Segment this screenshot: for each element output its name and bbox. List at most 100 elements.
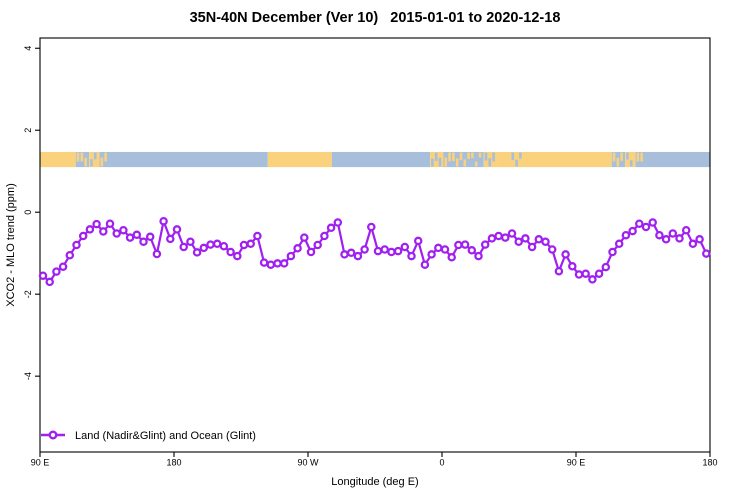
band-mottle [104, 152, 107, 162]
data-point [279, 259, 289, 268]
data-point [159, 216, 168, 226]
data-point [38, 271, 48, 280]
data-point [621, 230, 631, 240]
band-mottle [448, 152, 451, 162]
data-point [635, 219, 644, 228]
series-land-ocean [38, 216, 711, 287]
data-point [494, 231, 503, 241]
x-tick-label: 90 E [31, 458, 50, 468]
band-mottle [629, 160, 633, 167]
data-point [501, 233, 510, 242]
data-point [300, 233, 309, 242]
data-point [702, 249, 711, 258]
data-point [447, 253, 456, 262]
data-point [179, 242, 188, 252]
data-point [554, 266, 564, 276]
data-point [360, 245, 369, 254]
band-mottle [434, 152, 438, 161]
data-point [192, 248, 202, 257]
data-point [145, 232, 155, 242]
band-segment-land [267, 151, 332, 168]
data-point [166, 234, 175, 244]
y-tick-label: -4 [23, 372, 33, 380]
band-mottle [84, 157, 87, 167]
band-segment-ocean [331, 151, 431, 168]
legend-marker [48, 430, 58, 440]
data-point [514, 237, 523, 246]
data-point [695, 235, 704, 244]
band-mottle [515, 159, 518, 167]
data-point [427, 250, 436, 259]
band-mottle [80, 152, 84, 162]
band-mottle [492, 152, 495, 162]
data-point [320, 231, 329, 241]
data-point [259, 258, 269, 267]
band-segment-ocean [645, 151, 710, 168]
y-tick-label: -2 [23, 290, 33, 298]
plot-border [39, 37, 711, 453]
data-point [206, 240, 215, 249]
band-mottle [471, 152, 474, 159]
data-point [333, 218, 343, 227]
data-point [407, 251, 416, 261]
band-mottle [459, 152, 463, 161]
band-segment-mix_land [625, 151, 636, 168]
band-mottle [478, 152, 482, 158]
data-point [92, 219, 101, 229]
data-point [521, 234, 530, 243]
band-mottle [484, 152, 488, 161]
data-point [434, 243, 443, 253]
data-point [655, 230, 664, 240]
data-point [681, 225, 691, 235]
data-point [253, 231, 262, 241]
data-point [132, 230, 142, 240]
data-point [326, 223, 336, 233]
band-mottle [474, 161, 478, 167]
band-mottle [444, 157, 448, 167]
data-point [688, 239, 698, 249]
data-point [614, 239, 624, 249]
data-point [45, 277, 54, 287]
band-mottle [519, 152, 522, 159]
band-mottle [76, 152, 80, 162]
x-tick-label: 90 E [567, 458, 586, 468]
data-point [675, 234, 684, 243]
data-point [594, 269, 604, 278]
data-point [306, 247, 316, 257]
data-point [527, 242, 537, 252]
data-point [413, 236, 423, 246]
data-point [239, 240, 249, 250]
band-mottle [93, 152, 97, 160]
band-mottle [511, 152, 515, 160]
data-point [353, 251, 363, 261]
series-line [41, 220, 708, 283]
data-point [661, 235, 671, 244]
data-point [400, 242, 410, 252]
y-tick-label: 0 [23, 210, 33, 215]
data-point [420, 260, 430, 269]
band-segment-land [497, 151, 511, 168]
y-tick-label: 2 [23, 128, 33, 133]
data-point [601, 262, 611, 272]
data-point [393, 246, 403, 256]
data-point [474, 251, 483, 261]
data-point [346, 248, 356, 258]
band-mottle [431, 158, 434, 167]
data-point [52, 267, 61, 276]
data-point [99, 227, 108, 236]
data-point [454, 240, 463, 250]
data-point [172, 225, 182, 234]
data-point [65, 250, 75, 260]
data-point [487, 234, 497, 243]
y-tick-label: 4 [23, 46, 33, 51]
x-axis-label: Longitude (deg E) [331, 476, 418, 488]
data-point [119, 225, 128, 235]
band-mottle [636, 152, 640, 162]
data-point [226, 247, 235, 257]
x-tick-label: 90 W [297, 458, 319, 468]
data-point [72, 240, 81, 250]
data-point [668, 229, 678, 238]
land-ocean-band [40, 151, 710, 168]
